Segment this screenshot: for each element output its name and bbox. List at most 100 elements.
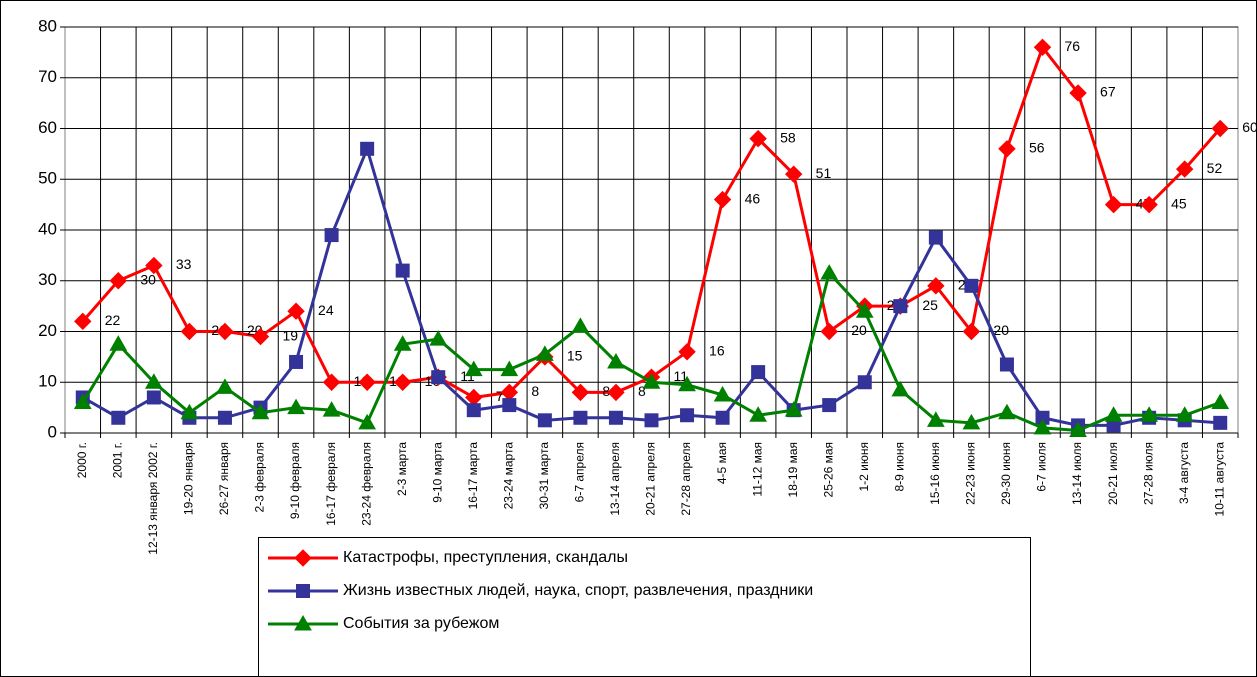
x-tick-label: 29-30 июня [999, 442, 1013, 505]
marker [324, 228, 339, 243]
marker [537, 413, 552, 428]
marker [216, 322, 234, 341]
marker [464, 360, 483, 377]
marker [289, 354, 304, 369]
data-label: 20 [851, 322, 867, 338]
marker [1213, 415, 1228, 430]
marker [216, 378, 234, 394]
legend-label: События за рубежом [343, 615, 499, 632]
x-tick-label: 9-10 марта [430, 442, 444, 503]
marker [962, 413, 981, 430]
marker [466, 403, 481, 418]
x-tick-label: 2001 г. [110, 442, 124, 478]
data-label: 25 [922, 297, 938, 313]
marker [74, 312, 92, 331]
data-label: 67 [1100, 84, 1116, 100]
data-label: 24 [318, 302, 334, 318]
marker [395, 263, 410, 278]
marker [928, 230, 943, 245]
marker [287, 398, 305, 415]
marker [109, 272, 128, 290]
x-tick-label: 8-9 июня [892, 442, 906, 492]
data-label: 7 [496, 388, 504, 404]
marker [393, 373, 412, 391]
data-label: 52 [1207, 160, 1223, 176]
x-tick-label: 2-3 марта [395, 442, 409, 496]
x-tick-label: 26-27 января [217, 442, 231, 515]
marker [964, 278, 979, 293]
data-label: 56 [1029, 140, 1045, 156]
marker [1211, 119, 1229, 138]
legend-label: Жизнь известных людей, наука, спорт, раз… [343, 582, 813, 599]
marker [998, 403, 1016, 420]
marker [608, 410, 623, 425]
data-label: 46 [745, 190, 761, 206]
marker [1175, 160, 1194, 178]
marker [294, 614, 312, 631]
marker [784, 401, 803, 417]
data-label: 33 [176, 256, 192, 272]
marker [360, 141, 375, 156]
marker [642, 373, 661, 389]
marker [749, 129, 767, 148]
marker [1175, 406, 1194, 422]
x-tick-label: 6-7 апреля [573, 442, 587, 502]
marker [322, 401, 341, 417]
data-label: 15 [567, 348, 583, 364]
marker [644, 413, 659, 428]
y-tick-label: 0 [48, 422, 57, 441]
data-label: 19 [283, 327, 299, 343]
marker [571, 317, 590, 333]
data-label: 51 [816, 165, 832, 181]
marker [1033, 38, 1052, 57]
y-tick-label: 10 [38, 372, 57, 391]
marker [607, 352, 625, 369]
legend-label: Катастрофы, преступления, скандалы [343, 549, 628, 566]
x-tick-label: 25-26 мая [821, 442, 835, 497]
x-tick-label: 1-2 июня [857, 442, 871, 492]
marker [713, 190, 732, 209]
data-label: 20 [993, 322, 1009, 338]
x-tick-label: 27-28 апреля [679, 442, 693, 516]
x-tick-label: 2-3 февраля [253, 442, 267, 512]
x-tick-label: 23-24 марта [501, 442, 515, 510]
marker [322, 373, 341, 391]
x-tick-label: 6-7 июля [1035, 442, 1049, 492]
marker [358, 413, 376, 430]
marker [294, 549, 312, 567]
data-label: 58 [780, 129, 796, 145]
marker [431, 370, 446, 385]
marker [251, 327, 270, 346]
data-label: 8 [531, 383, 539, 399]
y-tick-label: 60 [38, 118, 57, 137]
y-tick-label: 70 [38, 67, 57, 86]
x-tick-label: 13-14 апреля [608, 442, 622, 516]
marker [678, 375, 696, 392]
marker [891, 380, 910, 397]
data-label: 8 [638, 383, 646, 399]
marker [855, 302, 874, 318]
marker [251, 403, 270, 420]
marker [536, 345, 554, 361]
marker [1140, 406, 1158, 422]
x-tick-label: 27-28 июля [1141, 442, 1155, 505]
x-tick-label: 18-19 мая [786, 442, 800, 497]
marker [893, 299, 908, 314]
x-tick-label: 16-17 марта [466, 442, 480, 510]
marker [393, 335, 412, 351]
marker [573, 410, 588, 425]
x-tick-label: 3-4 августа [1177, 442, 1191, 504]
x-tick-label: 11-12 мая [750, 442, 764, 497]
marker [571, 383, 590, 402]
marker [287, 302, 305, 320]
marker [678, 343, 696, 361]
marker [1033, 418, 1052, 435]
marker [217, 410, 232, 425]
x-tick-label: 20-21 июля [1106, 442, 1120, 505]
marker [962, 322, 981, 341]
marker [111, 410, 126, 425]
data-label: 60 [1242, 119, 1257, 135]
x-tick-label: 16-17 февраля [324, 442, 338, 526]
y-tick-label: 50 [38, 169, 57, 188]
